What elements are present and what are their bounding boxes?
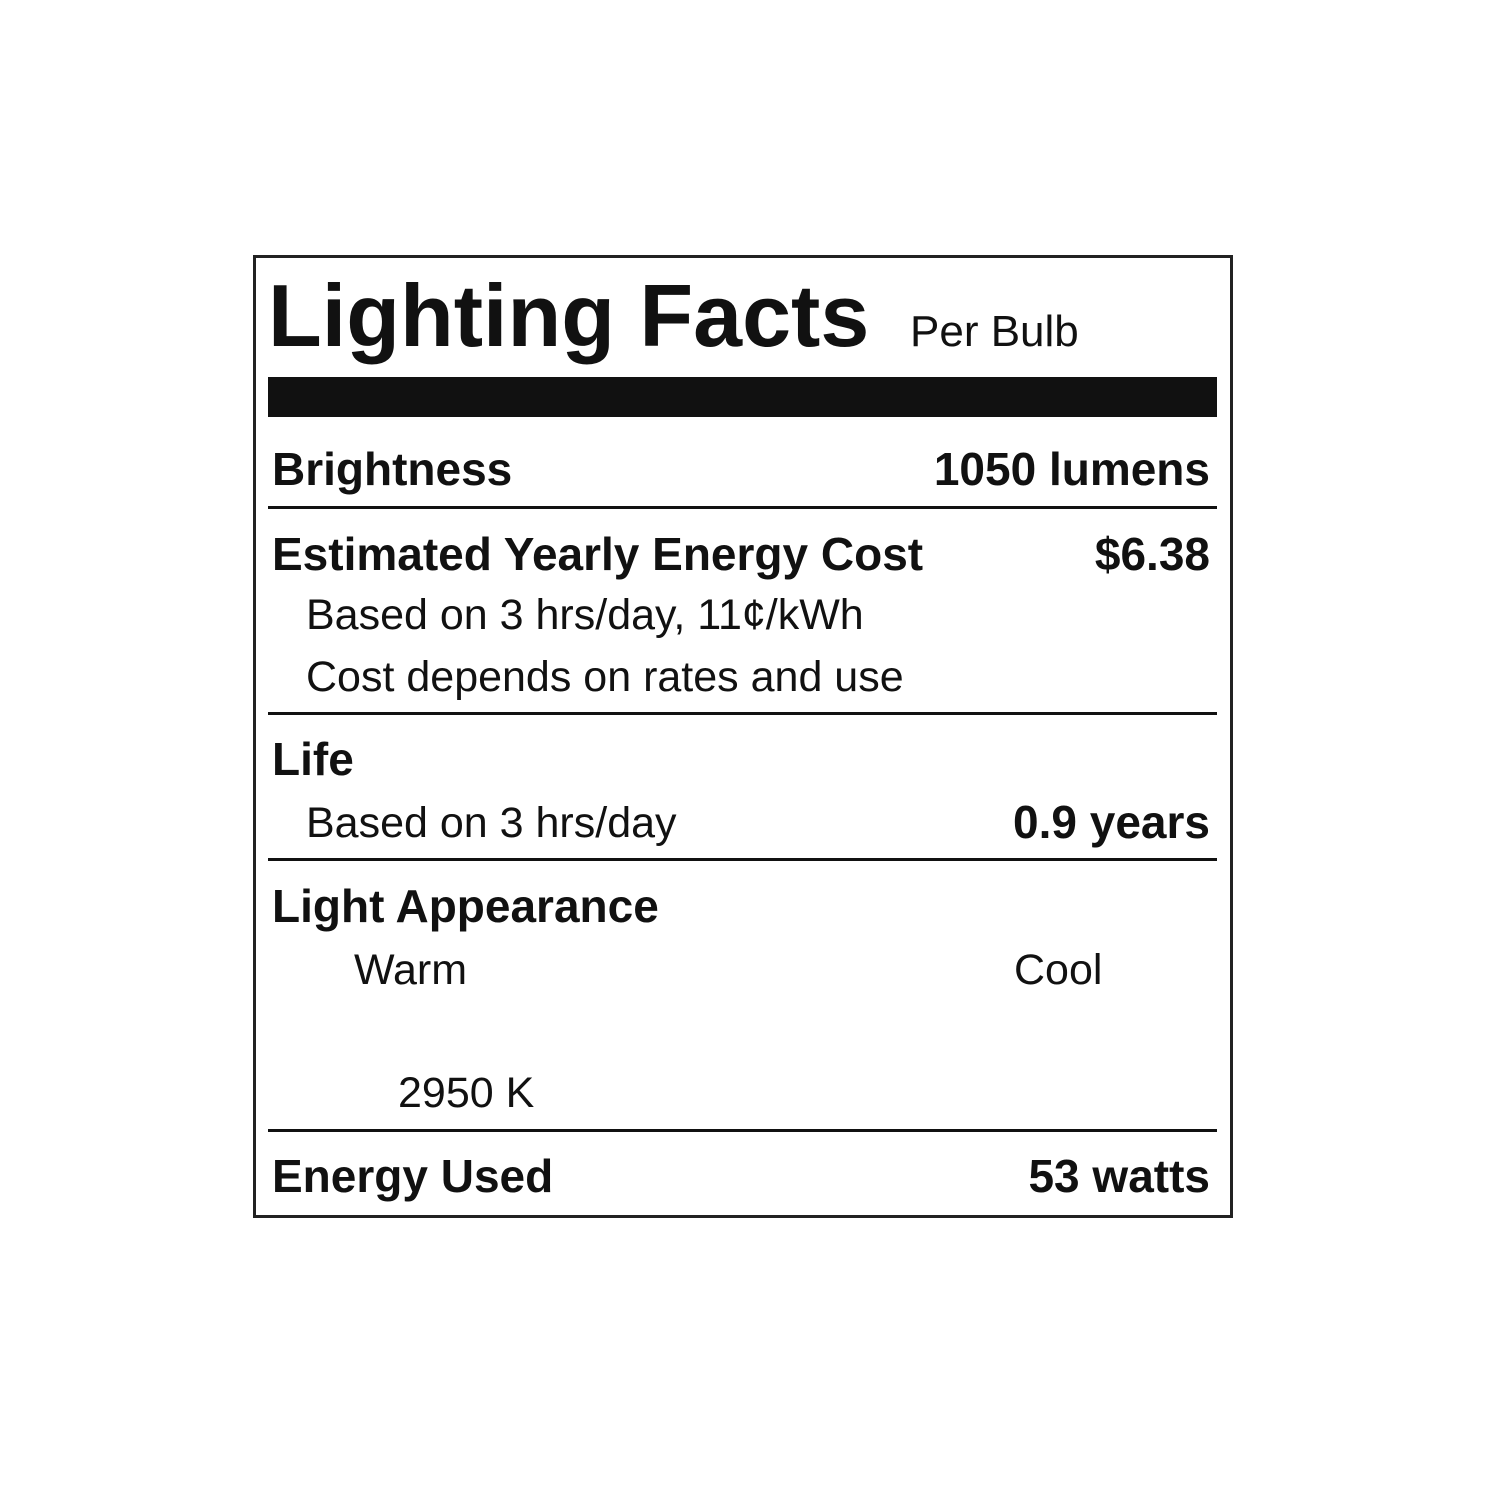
label-subtitle: Per Bulb <box>910 307 1079 356</box>
light-appearance-label: Light Appearance <box>272 880 659 932</box>
energy-cost-note-rate: Based on 3 hrs/day, 11¢/kWh <box>306 591 864 639</box>
divider <box>268 1129 1217 1132</box>
lighting-facts-label <box>253 255 1233 1218</box>
header-bar <box>268 377 1217 417</box>
energy-cost-value: $6.38 <box>1094 528 1210 580</box>
brightness-value: 1050 lumens <box>933 443 1210 495</box>
energy-used-value: 53 watts <box>1028 1150 1210 1202</box>
divider <box>268 712 1217 715</box>
label-title: Lighting Facts <box>268 266 870 365</box>
life-label: Life <box>272 733 354 785</box>
warm-label: Warm <box>354 946 468 994</box>
brightness-label: Brightness <box>272 443 513 495</box>
energy-used-label: Energy Used <box>272 1150 554 1202</box>
divider <box>268 506 1217 509</box>
divider <box>268 858 1217 861</box>
cool-label: Cool <box>1014 946 1103 994</box>
energy-cost-note-depends: Cost depends on rates and use <box>306 653 904 701</box>
life-value: 0.9 years <box>1013 796 1210 848</box>
energy-cost-label: Estimated Yearly Energy Cost <box>272 528 924 580</box>
life-note: Based on 3 hrs/day <box>306 799 677 847</box>
color-temperature-value: 2950 K <box>398 1069 535 1117</box>
